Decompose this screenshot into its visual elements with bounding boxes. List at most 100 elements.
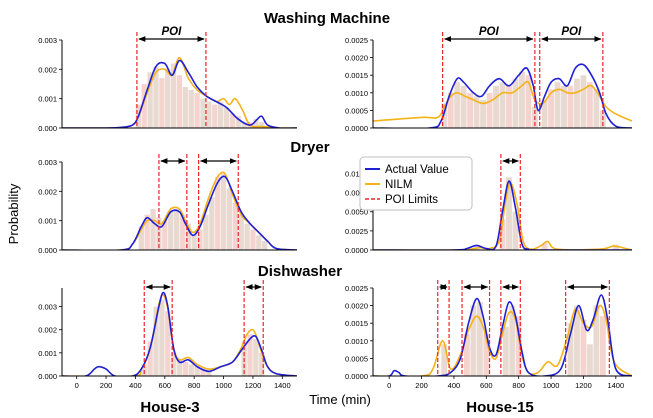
dishwasher-house-15-hist-bar — [483, 333, 490, 376]
dishwasher-house-15-x-tick-label: 1000 — [543, 381, 560, 390]
washing-machine-house-3-y-tick-label: 0.001 — [38, 95, 57, 104]
dishwasher-house-15-x-tick-label: 200 — [415, 381, 428, 390]
dishwasher-house-15-x-tick-label: 1200 — [575, 381, 592, 390]
dryer-house-3-hist-bar — [168, 211, 174, 250]
dryer-house-15-hist-bar — [506, 177, 512, 250]
dryer-house-3-series-actual-value — [62, 175, 297, 250]
dryer-house-3-hist-bar — [215, 176, 221, 250]
dishwasher-house-3-x-tick-label: 1400 — [274, 381, 291, 390]
dryer-house-3-hist-bar — [191, 235, 197, 250]
washing-machine-house-15-hist-bar — [480, 99, 486, 128]
washing-machine-house-3-hist-bar — [188, 89, 194, 128]
dryer-house-3-hist-bar — [162, 220, 168, 250]
dishwasher-house-3-hist-bar — [153, 306, 159, 376]
washing-machine-house-3-hist-bar — [217, 101, 224, 128]
washing-machine-house-15-poi-label: POI — [479, 26, 500, 38]
dryer-house-3-hist-bar — [232, 203, 238, 250]
washing-machine-house-3-hist-bar — [165, 69, 171, 128]
washing-machine-house-3-hist-bar — [241, 122, 247, 128]
dryer-house-3-hist-bar — [150, 208, 156, 250]
dishwasher-house-15-x-tick-label: 800 — [512, 381, 525, 390]
washing-machine-house-3-series-actual-value — [62, 59, 297, 128]
washing-machine-house-3-poi-label: POI — [162, 26, 183, 38]
dishwasher-house-15-hist-bar — [515, 316, 522, 376]
legend-label-actual: Actual Value — [385, 164, 449, 176]
dishwasher-house-15-panel: 0.0000 0.0005 0.0010 0.0015 0.0020 0.0025 0 200… — [345, 280, 632, 390]
dryer-house-3-hist-bar — [179, 214, 186, 250]
washing-machine-house-15-hist-bar — [567, 85, 574, 128]
dishwasher-house-15-y-tick-label: 0.0025 — [345, 284, 368, 293]
dishwasher-house-3-x-tick-label: 0 — [75, 381, 79, 390]
washing-machine-house-15-panel: 0.0000 0.0005 0.0010 0.0015 0.0020 0.0025 POI P… — [345, 26, 632, 133]
dryer-house-15-y-tick-label: 0.0000 — [345, 246, 368, 255]
legend-label-nilm: NILM — [385, 179, 412, 191]
dishwasher-house-15-hist-bar — [470, 305, 477, 376]
washing-machine-house-15-hist-bar — [574, 78, 580, 128]
washing-machine-house-3-panel: 0.000 0.001 0.002 0.003 POI — [38, 26, 297, 133]
washing-machine-house-3-hist-bar — [206, 101, 212, 128]
x-axis-label: Time (min) — [309, 392, 371, 407]
dishwasher-house-3-panel: 0.000 0.001 0.002 0.003 0 200 400 600 800 1000 120… — [38, 280, 297, 390]
dishwasher-house-3-hist-bar — [200, 369, 206, 376]
dishwasher-house-15-hist-bar — [593, 305, 600, 376]
dishwasher-house-15-y-tick-label: 0.0005 — [345, 354, 368, 363]
dryer-house-3-hist-bar — [209, 197, 215, 250]
dryer-house-3-y-tick-label: 0.000 — [38, 246, 57, 255]
dishwasher-house-3-hist-bar — [259, 352, 265, 376]
dryer-house-3-y-tick-label: 0.002 — [38, 187, 57, 196]
dishwasher-house-15-hist-bar — [441, 344, 448, 376]
dishwasher-house-3-y-tick-label: 0.000 — [38, 372, 57, 381]
dryer-house-3-hist-bar — [238, 214, 244, 250]
row-title-dishwasher: Dishwasher — [258, 263, 342, 280]
dishwasher-house-15-hist-bar — [476, 302, 483, 376]
dishwasher-house-15-x-tick-label: 600 — [480, 381, 493, 390]
dryer-house-15-hist-bar — [541, 243, 548, 250]
dishwasher-house-3-hist-bar — [194, 366, 200, 376]
washing-machine-house-15-hist-bar — [454, 82, 461, 128]
washing-machine-house-15-hist-bar — [447, 92, 454, 128]
dryer-house-3-y-tick-label: 0.003 — [38, 158, 57, 167]
dishwasher-house-15-x-tick-label: 400 — [448, 381, 461, 390]
washing-machine-house-15-hist-bar — [467, 92, 474, 128]
washing-machine-house-15-y-tick-label: 0.0020 — [345, 54, 368, 63]
dryer-house-3-hist-bar — [173, 208, 180, 250]
dryer-house-3-panel: 0.000 0.001 0.002 0.003 — [38, 154, 297, 255]
dryer-house-15-hist-bar — [512, 211, 519, 250]
row-title-washing-machine: Washing Machine — [264, 10, 390, 27]
dryer-house-15-hist-bar — [499, 219, 506, 250]
dryer-house-3-hist-bar — [256, 235, 262, 250]
dishwasher-house-3-hist-bar — [147, 341, 153, 376]
washing-machine-house-15-hist-bar — [441, 103, 448, 128]
dishwasher-house-3-x-tick-label: 1200 — [245, 381, 262, 390]
dishwasher-house-3-y-tick-label: 0.002 — [38, 326, 57, 335]
dishwasher-house-3-x-tick-label: 200 — [100, 381, 113, 390]
dryer-house-15-y-tick-label: 0.0050 — [345, 208, 368, 217]
legend-label-poi: POI Limits — [385, 194, 438, 206]
dryer-house-3-hist-bar — [250, 229, 256, 250]
washing-machine-house-15-hist-bar — [486, 92, 493, 128]
dryer-house-3-hist-bar — [197, 229, 203, 250]
washing-machine-house-15-hist-bar — [460, 85, 467, 128]
dryer-house-3-hist-bar — [138, 226, 144, 250]
washing-machine-house-3-hist-bar — [212, 104, 218, 128]
dishwasher-house-15-hist-bar — [509, 305, 516, 376]
washing-machine-house-15-series-nilm — [373, 80, 632, 122]
panels: 0.0000.0010.0020.003POI0.00000.00050.001… — [38, 26, 632, 390]
dishwasher-house-15-series-nilm — [373, 304, 632, 376]
dishwasher-house-15-x-tick-label: 1400 — [607, 381, 624, 390]
dishwasher-house-3-hist-bar — [176, 359, 183, 376]
washing-machine-house-3-y-tick-label: 0.000 — [38, 124, 57, 133]
dryer-house-15-y-tick-label: 0.0025 — [345, 227, 368, 236]
washing-machine-house-3-hist-bar — [200, 98, 206, 128]
dishwasher-house-3-hist-bar — [182, 362, 189, 376]
dishwasher-house-3-hist-bar — [247, 334, 253, 376]
column-label-house-3: House-3 — [140, 399, 199, 416]
washing-machine-house-15-y-tick-label: 0.0015 — [345, 71, 368, 80]
dishwasher-house-15-hist-bar — [574, 305, 580, 376]
dishwasher-house-15-hist-bar — [463, 333, 470, 376]
dishwasher-house-3-x-tick-label: 1000 — [215, 381, 232, 390]
dishwasher-house-15-x-tick-label: 0 — [387, 381, 391, 390]
dryer-house-3-hist-bar — [262, 241, 268, 250]
dishwasher-house-15-hist-bar — [567, 323, 574, 376]
washing-machine-house-15-hist-bar — [586, 82, 593, 128]
